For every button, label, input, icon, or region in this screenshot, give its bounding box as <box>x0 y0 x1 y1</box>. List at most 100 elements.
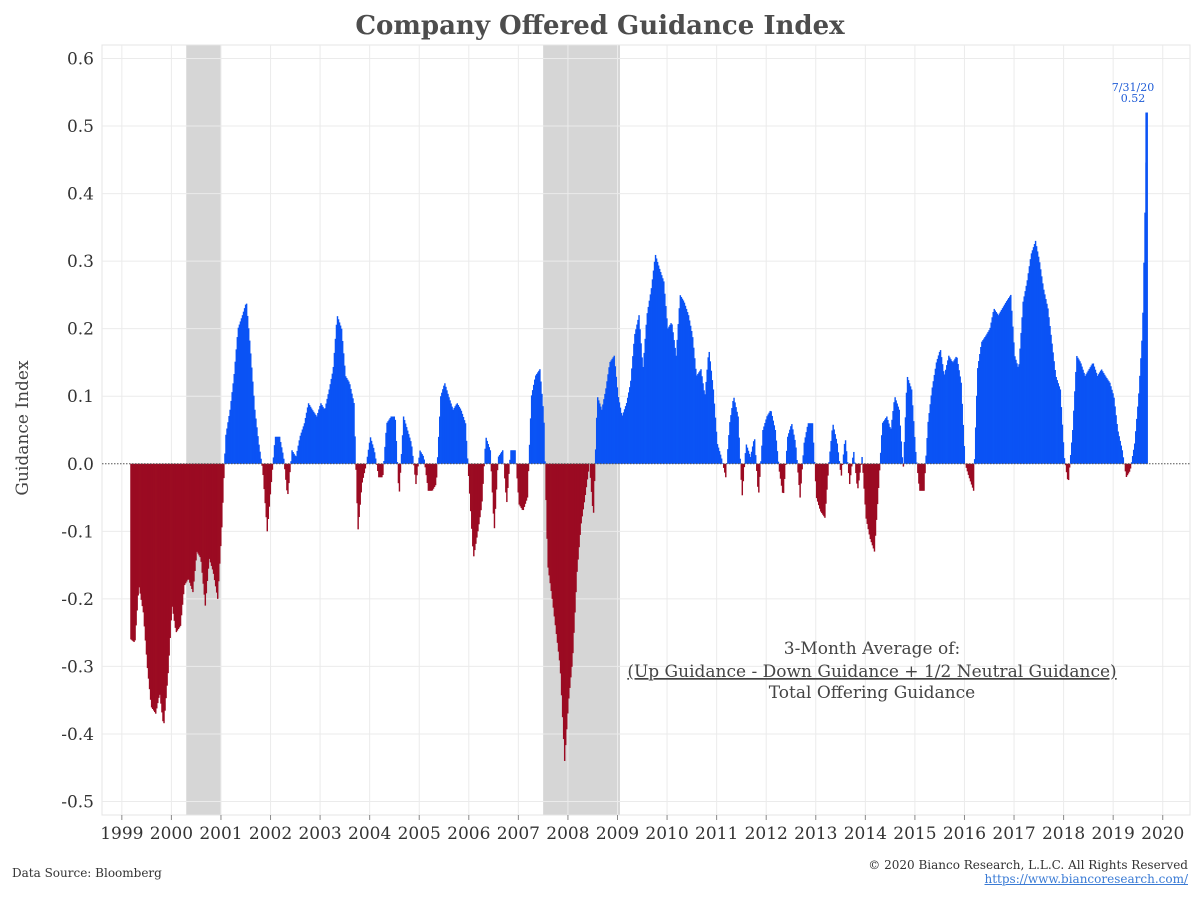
bar <box>321 405 323 464</box>
bar <box>741 463 744 496</box>
bar <box>413 463 415 466</box>
bar <box>1082 369 1084 464</box>
bar <box>794 439 796 464</box>
bar <box>701 376 703 464</box>
bar <box>700 369 702 464</box>
bar <box>448 397 450 464</box>
bar <box>1139 375 1141 464</box>
bar <box>164 463 166 711</box>
bar <box>848 463 851 485</box>
bar <box>1001 308 1004 464</box>
bar <box>563 463 566 761</box>
bar <box>709 361 712 464</box>
bar <box>358 463 360 518</box>
bar <box>1046 303 1048 464</box>
bar <box>174 463 177 628</box>
bar <box>301 429 304 464</box>
bar <box>970 463 973 485</box>
bar <box>960 382 962 464</box>
bar <box>481 463 483 502</box>
bar <box>589 463 592 478</box>
bar <box>605 388 607 464</box>
bar <box>218 463 220 582</box>
bar <box>844 440 847 464</box>
bar <box>584 463 587 496</box>
bar <box>668 326 670 464</box>
bar <box>1018 364 1020 464</box>
bar <box>928 413 930 464</box>
bar <box>564 463 567 746</box>
bar <box>215 463 218 593</box>
bar <box>540 381 542 464</box>
bar <box>834 434 836 464</box>
bar <box>952 362 954 464</box>
bar <box>1064 463 1067 466</box>
bar <box>650 288 653 464</box>
bar <box>1140 358 1142 464</box>
bar <box>721 463 724 464</box>
bar <box>288 463 290 484</box>
bar <box>801 463 803 470</box>
bar <box>1099 370 1102 464</box>
bar <box>865 463 867 519</box>
bar <box>361 463 363 483</box>
bar <box>491 463 494 493</box>
bar <box>895 400 897 464</box>
bar <box>394 419 397 464</box>
bar <box>836 443 839 464</box>
bar <box>939 350 942 464</box>
bar <box>1126 463 1129 476</box>
bar <box>704 394 706 464</box>
bar <box>855 463 857 474</box>
bar <box>318 409 320 464</box>
bar <box>561 463 564 718</box>
bar <box>575 463 577 593</box>
bar <box>179 463 182 626</box>
bar <box>411 446 413 464</box>
bar <box>262 463 264 476</box>
bar <box>911 405 914 464</box>
bar <box>399 463 402 473</box>
bar <box>378 463 380 478</box>
bar <box>1138 393 1140 464</box>
bar <box>582 463 584 510</box>
bar <box>309 406 312 464</box>
bar <box>154 463 156 713</box>
bar <box>948 355 950 464</box>
bar <box>884 419 886 464</box>
bar <box>264 463 266 504</box>
bar <box>1055 376 1057 464</box>
bar-peak <box>1145 112 1148 464</box>
bar <box>557 463 560 652</box>
bar <box>654 254 657 464</box>
bar <box>374 458 377 464</box>
bar <box>513 450 515 464</box>
bar <box>188 463 190 580</box>
bar <box>788 433 790 464</box>
bar <box>1143 262 1145 464</box>
bar <box>755 455 757 464</box>
bar <box>938 351 941 464</box>
bar <box>246 315 249 464</box>
bar <box>598 400 600 464</box>
bar <box>257 436 259 464</box>
bar <box>839 463 842 470</box>
bar <box>1031 250 1034 464</box>
bar <box>1097 374 1100 464</box>
bar <box>964 463 967 465</box>
bar <box>402 416 405 464</box>
bar <box>667 328 669 464</box>
bar <box>1093 366 1096 464</box>
bar <box>917 463 919 474</box>
bar <box>558 463 561 661</box>
bar <box>273 445 276 464</box>
bar <box>221 463 223 528</box>
bar <box>577 463 579 560</box>
bar <box>145 463 148 655</box>
bar <box>898 409 900 464</box>
bar <box>364 463 367 469</box>
bar <box>783 463 786 479</box>
callout-date: 7/31/20 <box>1112 81 1154 94</box>
website-link[interactable]: https://www.biancoresearch.com/ <box>984 872 1188 886</box>
bar <box>228 415 230 464</box>
